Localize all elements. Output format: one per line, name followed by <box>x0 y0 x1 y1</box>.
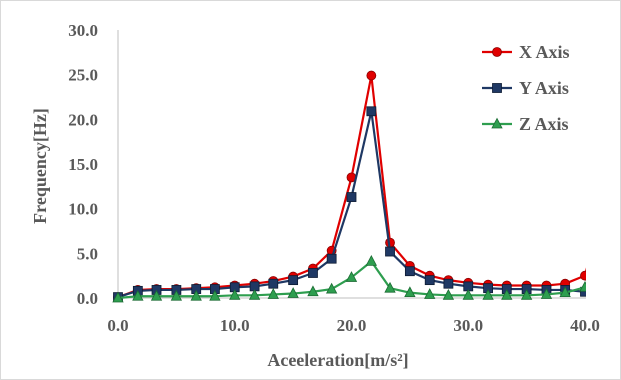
data-point <box>150 289 163 301</box>
x-tick-label: 30.0 <box>453 316 483 335</box>
x-axis-title: Aceeleration[m/s²] <box>267 350 408 370</box>
data-point <box>345 271 358 282</box>
y-tick-label: 0.0 <box>77 289 98 308</box>
data-point <box>365 255 378 266</box>
data-point <box>267 288 279 299</box>
data-point <box>385 246 395 257</box>
data-point <box>307 285 319 297</box>
legend-label: Y Axis <box>519 78 569 98</box>
y-tick-label: 30.0 <box>68 21 98 40</box>
series-z-axis <box>112 255 586 303</box>
data-point <box>346 192 357 202</box>
data-point <box>229 288 241 300</box>
data-point <box>132 289 144 301</box>
x-tick-label: 0.0 <box>107 316 128 335</box>
data-point <box>424 275 435 286</box>
data-point <box>209 289 221 301</box>
legend-marker <box>492 47 502 57</box>
data-point <box>580 270 586 281</box>
y-tick-label: 20.0 <box>68 110 98 129</box>
legend: X Axis Y Axis Z Axis <box>482 42 570 134</box>
data-point <box>442 288 455 300</box>
series-line <box>117 110 586 299</box>
data-point <box>540 288 553 299</box>
data-point <box>326 253 337 264</box>
legend-label: Z Axis <box>519 114 569 134</box>
data-point <box>559 286 571 298</box>
data-point <box>288 275 299 286</box>
data-point <box>170 289 183 301</box>
data-point <box>579 280 586 292</box>
x-tick-label: 40.0 <box>570 316 600 335</box>
y-axis-title: Frequency[Hz] <box>30 108 50 224</box>
series-y-axis <box>113 106 586 303</box>
axes: 0.0 5.0 10.0 15.0 20.0 25.0 30.0 0.0 10.0 20.0 30.… <box>68 21 600 335</box>
data-point <box>404 266 415 277</box>
data-point <box>424 288 436 299</box>
data-point <box>190 289 202 301</box>
data-point <box>248 288 261 300</box>
data-point <box>268 278 279 289</box>
legend-marker <box>492 83 502 93</box>
data-point <box>325 282 338 294</box>
data-point <box>501 288 513 300</box>
series-layer <box>112 70 586 303</box>
y-tick-label: 10.0 <box>68 200 98 219</box>
y-tick-label: 15.0 <box>68 155 98 174</box>
data-point <box>308 268 318 278</box>
legend-marker <box>491 117 503 129</box>
x-tick-label: 10.0 <box>220 316 250 335</box>
data-point <box>462 288 474 300</box>
legend-label: X Axis <box>519 42 570 62</box>
data-point <box>404 286 416 298</box>
y-tick-label: 5.0 <box>77 244 98 263</box>
data-point <box>112 291 124 303</box>
data-point <box>482 288 494 300</box>
series-x-axis <box>113 70 586 303</box>
x-tick-label: 20.0 <box>337 316 367 335</box>
data-point <box>443 278 454 289</box>
data-point <box>384 281 396 293</box>
data-point <box>366 106 377 117</box>
data-point <box>520 288 533 300</box>
data-point <box>287 287 299 298</box>
y-tick-label: 25.0 <box>68 66 98 85</box>
data-point <box>366 70 377 81</box>
